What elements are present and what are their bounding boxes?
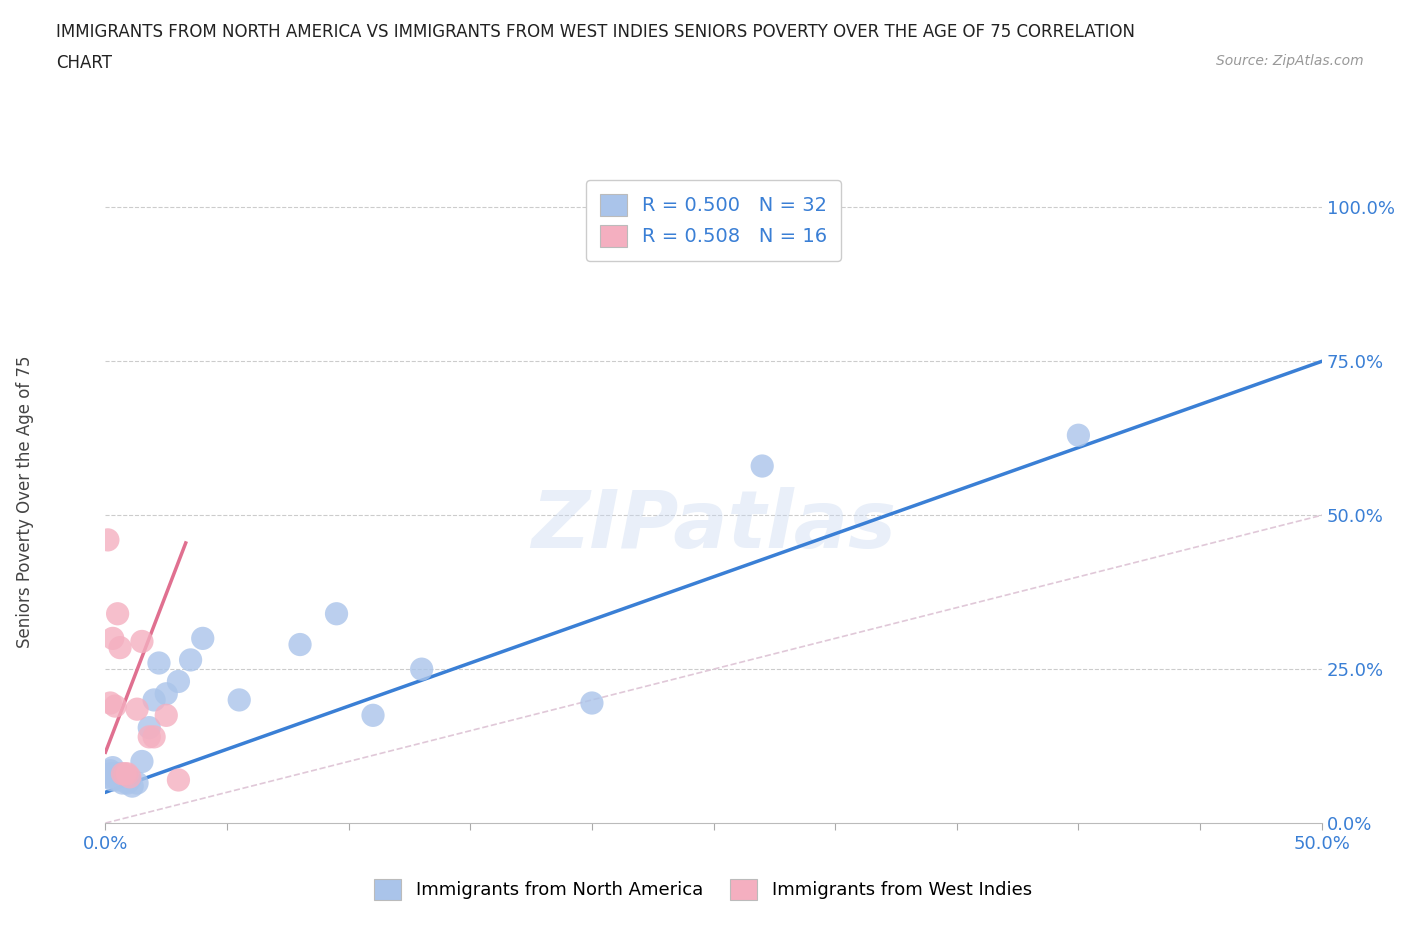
Point [108, 640, 131, 655]
Point [98, 696, 121, 711]
Point [155, 708, 177, 723]
Point [114, 769, 136, 784]
Point [125, 702, 148, 717]
Point [114, 766, 136, 781]
Point [411, 662, 433, 677]
Point [108, 766, 131, 781]
Point [288, 637, 311, 652]
Point [125, 776, 148, 790]
Point [228, 693, 250, 708]
Point [111, 766, 134, 781]
Text: Source: ZipAtlas.com: Source: ZipAtlas.com [1216, 54, 1364, 68]
Point [98, 764, 121, 778]
Point [111, 776, 134, 790]
Point [361, 708, 384, 723]
Point [581, 696, 603, 711]
Point [104, 766, 127, 781]
Point [98, 766, 121, 781]
Point [117, 776, 139, 790]
Point [107, 773, 129, 788]
Point [107, 606, 129, 621]
Point [325, 606, 347, 621]
Point [167, 674, 190, 689]
Point [101, 631, 124, 645]
Point [131, 754, 153, 769]
Point [97, 769, 120, 784]
Point [117, 766, 139, 781]
Text: IMMIGRANTS FROM NORTH AMERICA VS IMMIGRANTS FROM WEST INDIES SENIORS POVERTY OVE: IMMIGRANTS FROM NORTH AMERICA VS IMMIGRA… [56, 23, 1135, 41]
Point [118, 773, 141, 788]
Text: ZIPatlas: ZIPatlas [531, 486, 896, 565]
Point [107, 769, 129, 784]
Point [131, 634, 153, 649]
Point [121, 778, 143, 793]
Point [1067, 428, 1090, 443]
Legend: Immigrants from North America, Immigrants from West Indies: Immigrants from North America, Immigrant… [367, 871, 1039, 907]
Point [138, 720, 160, 735]
Point [155, 686, 177, 701]
Point [143, 729, 166, 744]
Point [97, 533, 120, 548]
Point [118, 769, 141, 784]
Point [104, 698, 127, 713]
Point [138, 729, 160, 744]
Point [101, 760, 124, 775]
Text: CHART: CHART [56, 54, 112, 72]
Point [104, 769, 127, 784]
Point [148, 656, 170, 671]
Point [191, 631, 214, 645]
Point [751, 458, 773, 473]
Legend: R = 0.500   N = 32, R = 0.508   N = 16: R = 0.500 N = 32, R = 0.508 N = 16 [586, 180, 841, 260]
Point [180, 653, 202, 668]
Text: Seniors Poverty Over the Age of 75: Seniors Poverty Over the Age of 75 [17, 356, 34, 648]
Point [101, 773, 124, 788]
Point [143, 693, 166, 708]
Point [167, 773, 190, 788]
